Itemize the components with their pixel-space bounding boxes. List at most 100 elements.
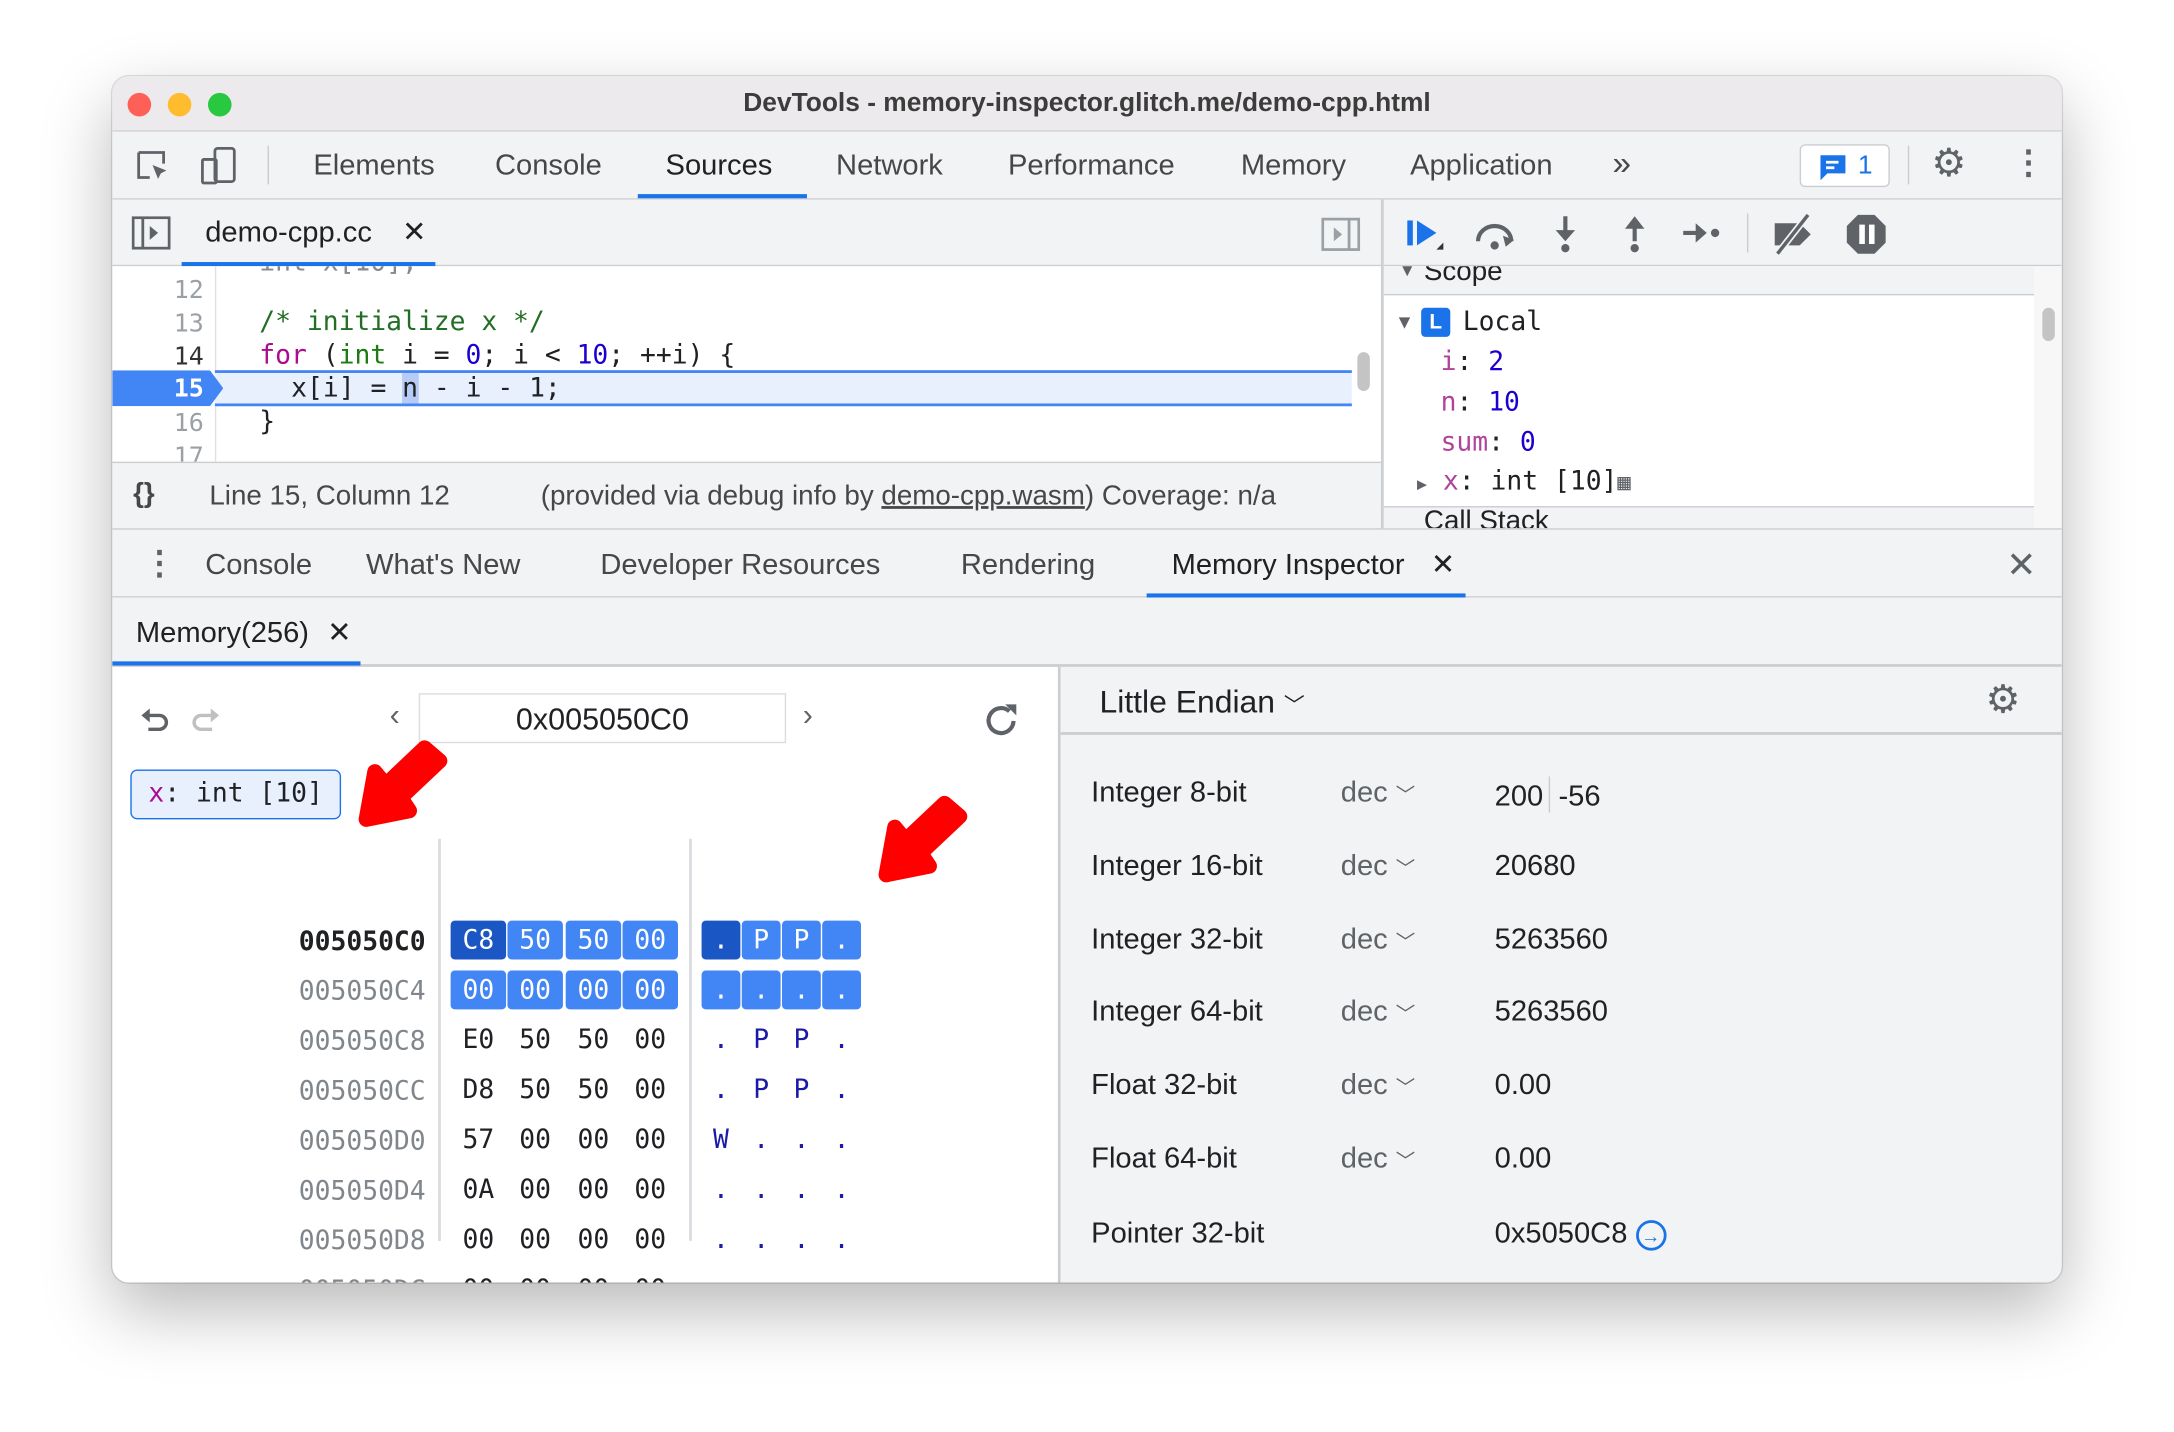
byte-cell[interactable]: 00	[507, 970, 563, 1010]
editor-scrollbar[interactable]	[1357, 352, 1370, 391]
byte-cell[interactable]: 50	[577, 1074, 610, 1106]
more-options-icon[interactable]: ⋮	[2011, 144, 2046, 182]
scope-header[interactable]: ▼ Scope	[1383, 266, 2034, 296]
toggle-debugger-icon[interactable]	[1321, 217, 1361, 251]
jump-to-address-icon[interactable]: →	[1635, 1220, 1667, 1251]
ascii-cell[interactable]: .	[701, 920, 741, 960]
wasm-link[interactable]: demo-cpp.wasm	[881, 481, 1085, 512]
ascii-cell[interactable]: .	[741, 970, 781, 1010]
step-over-icon[interactable]	[1472, 216, 1516, 252]
tab-console[interactable]: Console	[494, 149, 602, 182]
tab-elements[interactable]: Elements	[313, 149, 435, 182]
ascii-cell[interactable]: .	[701, 970, 741, 1010]
line-number[interactable]: 17	[173, 442, 204, 462]
code-editor[interactable]: int x[10]; 12 13 /* initialize x */ 14 f…	[112, 266, 1383, 462]
byte-cell[interactable]: 00	[566, 1270, 621, 1282]
pause-on-exceptions-icon[interactable]	[1845, 214, 1887, 256]
scope-var-i[interactable]: i: 2	[1440, 346, 1505, 378]
line-number[interactable]: 12	[173, 275, 204, 306]
ascii-cell[interactable]: .	[833, 1174, 850, 1205]
byte-cell[interactable]: 50	[565, 920, 622, 960]
byte-cell[interactable]: 00	[634, 1224, 667, 1255]
endianness-select[interactable]: Little Endian ﹀	[1099, 683, 1305, 720]
line-number[interactable]: 13	[173, 309, 204, 339]
resume-icon[interactable]	[1406, 216, 1448, 258]
tab-network[interactable]: Network	[836, 149, 943, 182]
ascii-cell[interactable]: .	[702, 1270, 741, 1282]
memory-buffer-tab[interactable]: Memory(256)	[135, 616, 310, 649]
line-number[interactable]: 15	[173, 374, 204, 404]
byte-cell[interactable]: 00	[634, 1024, 667, 1056]
byte-cell[interactable]: C8	[450, 920, 507, 960]
byte-cell[interactable]: 00	[519, 1124, 552, 1155]
tab-memory[interactable]: Memory	[1240, 149, 1347, 182]
close-drawer-icon[interactable]: ✕	[2006, 543, 2037, 586]
redo-icon[interactable]	[189, 703, 222, 736]
ascii-cell[interactable]: P	[753, 1024, 770, 1056]
next-page-icon[interactable]: ›	[802, 697, 813, 733]
local-scope-label[interactable]: Local	[1462, 306, 1543, 337]
expand-local-icon[interactable]: ▼	[1394, 310, 1415, 333]
byte-cell[interactable]: 00	[634, 1174, 667, 1205]
scope-scrollbar[interactable]	[2033, 266, 2062, 529]
breakpoint-marker[interactable]	[112, 370, 224, 407]
value-mode-select[interactable]: dec ﹀	[1340, 1068, 1416, 1101]
byte-cell[interactable]: 00	[634, 1074, 667, 1106]
device-toolbar-icon[interactable]	[198, 146, 240, 188]
close-window-button[interactable]	[127, 92, 152, 117]
value-mode-select[interactable]: dec ﹀	[1340, 849, 1416, 882]
close-memory-buffer-icon[interactable]: ✕	[327, 616, 352, 649]
ascii-cell[interactable]: P	[793, 1074, 810, 1106]
ascii-cell[interactable]: .	[713, 1174, 729, 1205]
byte-cell[interactable]: 0A	[462, 1174, 495, 1205]
drawer-menu-icon[interactable]: ⋮	[142, 544, 177, 583]
file-tab-demo-cpp[interactable]: demo-cpp.cc	[205, 216, 372, 249]
ascii-cell[interactable]: P	[741, 920, 781, 960]
ascii-cell[interactable]: .	[833, 1024, 850, 1056]
toggle-navigator-icon[interactable]	[131, 216, 171, 250]
scope-var-n[interactable]: n: 10	[1440, 386, 1520, 418]
byte-cell[interactable]: 57	[462, 1124, 495, 1155]
byte-cell[interactable]: 50	[577, 1024, 610, 1056]
settings-gear-icon[interactable]: ⚙	[1931, 141, 1967, 185]
call-stack-header[interactable]: Call Stack	[1383, 506, 2034, 529]
interpreter-settings-gear-icon[interactable]: ⚙	[1985, 677, 2021, 721]
drawer-tab-rendering[interactable]: Rendering	[960, 549, 1096, 581]
issues-button[interactable]: 1	[1799, 144, 1890, 188]
byte-cell[interactable]: D8	[462, 1074, 495, 1106]
ascii-cell[interactable]: .	[781, 970, 821, 1010]
ascii-cell[interactable]: .	[793, 1124, 810, 1155]
tab-application[interactable]: Application	[1410, 149, 1553, 182]
drawer-tab-memory-inspector[interactable]: Memory Inspector	[1171, 549, 1405, 581]
byte-cell[interactable]: 50	[519, 1074, 552, 1106]
ascii-cell[interactable]: .	[822, 1270, 861, 1282]
step-into-icon[interactable]	[1550, 214, 1581, 256]
line-number[interactable]: 16	[173, 409, 204, 439]
byte-cell[interactable]: 00	[519, 1224, 552, 1255]
deactivate-breakpoints-icon[interactable]	[1769, 212, 1819, 256]
close-memory-inspector-tab-icon[interactable]: ✕	[1430, 549, 1456, 581]
ascii-cell[interactable]: .	[713, 1224, 729, 1255]
byte-cell[interactable]: 00	[577, 1224, 610, 1255]
address-input[interactable]: 0x005050C0	[418, 693, 787, 744]
ascii-cell[interactable]: .	[793, 1174, 810, 1205]
ascii-cell[interactable]: .	[753, 1224, 770, 1255]
value-mode-select[interactable]: dec ﹀	[1340, 1142, 1416, 1175]
ascii-cell[interactable]: .	[713, 1074, 729, 1106]
line-number[interactable]: 14	[173, 342, 204, 372]
undo-icon[interactable]	[139, 703, 172, 736]
close-file-tab-icon[interactable]: ✕	[402, 216, 427, 249]
highlight-chip-x[interactable]: x: int [10]	[130, 769, 341, 820]
ascii-cell[interactable]: .	[753, 1124, 770, 1155]
byte-cell[interactable]: 00	[622, 970, 678, 1010]
byte-cell[interactable]: 00	[622, 920, 678, 960]
scope-var-sum[interactable]: sum: 0	[1440, 427, 1536, 458]
byte-cell[interactable]: 00	[507, 1270, 562, 1282]
ascii-cell[interactable]: .	[833, 1124, 850, 1155]
ascii-cell[interactable]: .	[782, 1270, 821, 1282]
byte-cell[interactable]: E0	[462, 1024, 495, 1056]
ascii-cell[interactable]: P	[753, 1074, 770, 1106]
byte-cell[interactable]: 00	[565, 970, 622, 1010]
value-mode-select[interactable]: dec ﹀	[1340, 995, 1416, 1028]
byte-cell[interactable]: 00	[451, 1270, 506, 1282]
